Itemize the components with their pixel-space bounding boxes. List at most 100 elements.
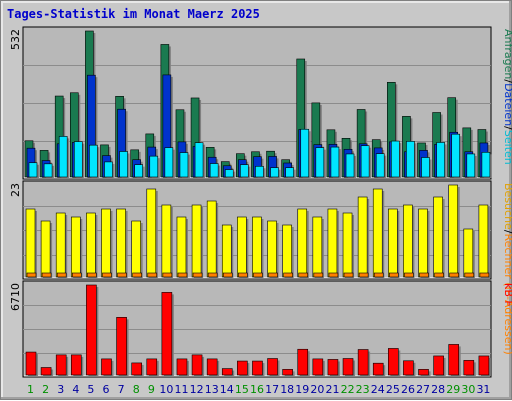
day-label: 1 [27,383,34,396]
kbytes-bar [282,369,293,376]
kbytes-bar [463,360,475,376]
sites-bar [117,272,127,278]
kbytes-bar [478,355,490,376]
kbytes-bar [86,284,97,376]
day-label: 28 [431,383,445,396]
pages-bar [466,153,476,178]
sites-bar [177,272,188,278]
pages-bar [345,153,355,178]
pages-bar [255,165,264,178]
visits-bar [55,212,66,278]
visits-bar [252,216,262,278]
kbytes-bar [55,354,67,376]
pages-bar [89,144,98,178]
pages-bar [421,157,430,178]
sites-bar [132,272,142,278]
pages-bar [481,152,491,178]
visits-bar [176,216,187,278]
pages-bar [330,146,340,178]
requests-legend-item-1: / [502,79,512,83]
pages-bar [28,162,38,178]
sites-bar [41,272,52,278]
pages-bar [73,141,83,178]
kbytes-bar [267,358,278,376]
day-label: 25 [386,383,400,396]
day-label: 8 [133,383,140,396]
sites-bar [389,272,399,278]
kbytes-bar [388,348,399,376]
sites-bar [87,272,97,278]
kbytes-bar [70,354,82,376]
sites-bar [419,272,429,278]
kbytes-bar [146,358,158,376]
day-label: 7 [118,383,125,396]
visits-bar [161,204,172,278]
pages-bar [240,164,249,178]
pages-bar [209,163,219,178]
sites-bar [464,272,475,278]
kbytes-bar [116,317,127,376]
kbytes-bar [403,360,414,376]
requests-legend-item-3: / [502,126,512,130]
sites-bar [26,272,37,278]
kbytes-bar [297,348,309,376]
sites-bar [222,272,233,278]
day-label: 12 [190,383,204,396]
visits-legend-item-2: Rechner (IP-Adressen) [502,234,512,355]
kbytes-bar [101,358,112,376]
day-label: 22 [341,383,355,396]
visits-bar [327,208,338,278]
sites-bar [147,272,158,278]
day-label: 9 [148,383,155,396]
kbytes-bar [131,362,142,376]
kbytes-bar [40,367,52,376]
day-label: 26 [401,383,415,396]
visits-bar [116,208,126,278]
day-label: 29 [446,383,460,396]
requests-legend: Anfragen/Dateien/Seiten [502,29,512,165]
visits-bar [237,216,247,278]
visits-bar [357,196,368,278]
requests-legend-item-2: Dateien [502,83,512,126]
sites-bar [56,272,67,278]
day-label: 18 [280,383,294,396]
sites-bar [253,272,263,278]
sites-bar [358,272,369,278]
visits-bar [86,212,96,278]
kbytes-bar [372,362,384,376]
pages-bar [134,164,143,178]
day-label: 6 [103,383,110,396]
visits-legend: Besuche/Rechner (IP-Adressen) [502,183,512,355]
day-label: 21 [325,383,339,396]
pages-bar [179,152,189,178]
sites-bar [404,272,414,278]
visits-bar [342,212,353,278]
visits-bar [131,220,141,278]
sites-bar [328,272,339,278]
sites-bar [162,272,173,278]
kbytes-bar [176,358,188,376]
kbytes-bar [25,351,37,376]
sites-bar [268,272,278,278]
pages-bar [149,155,159,178]
pages-bar [375,153,385,178]
sites-bar [298,272,309,278]
visits-bar [282,224,292,278]
pages-bar [406,141,415,178]
day-label: 19 [295,383,309,396]
pages-bar [104,161,113,178]
visits-bar [312,216,323,278]
day-label: 16 [250,383,264,396]
kbytes-bar [433,355,444,376]
kbytes-legend-item-0: kB F [502,283,512,307]
kbytes-legend: kB F [502,283,512,307]
visits-bar [267,220,277,278]
kbytes-bar [252,360,263,376]
kbytes-bar [448,344,460,376]
pages-bar [391,140,400,178]
day-label: 15 [235,383,249,396]
pages-bar [164,147,174,178]
kbytes-bar [206,358,218,376]
